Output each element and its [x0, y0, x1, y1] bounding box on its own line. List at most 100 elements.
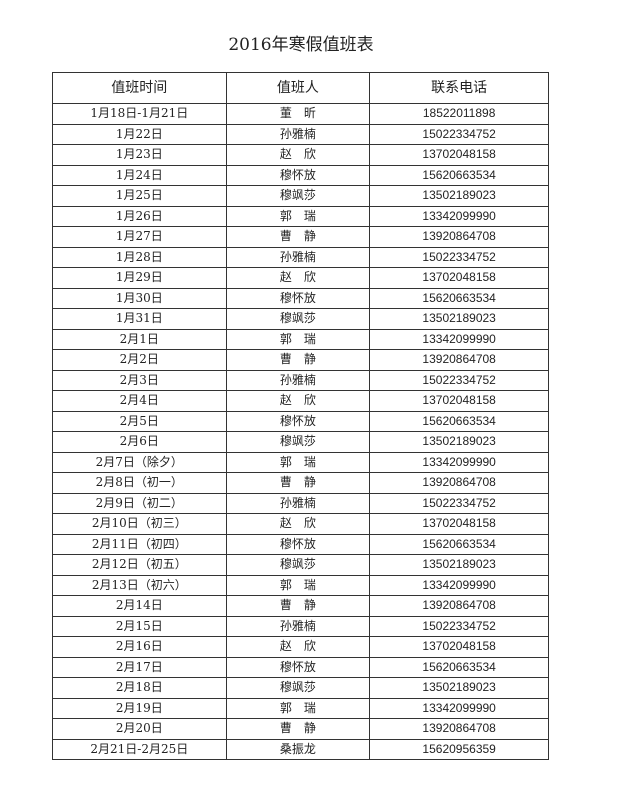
phone-cell: 13702048158: [369, 513, 549, 535]
table-row: 2月21日-2月25日 桑振龙 15620956359: [52, 738, 549, 760]
duty-date-cell: 1月25日: [52, 185, 227, 207]
duty-date-cell: 2月1日: [52, 328, 227, 350]
phone-cell: 15022334752: [369, 615, 549, 637]
phone-cell: 13502189023: [369, 185, 549, 207]
duty-date-cell: 2月2日: [52, 349, 227, 371]
table-row: 2月1日郭 瑞 13342099990: [52, 328, 549, 350]
table-row: 2月6日 穆飒莎 13502189023: [52, 431, 549, 453]
phone-cell: 15620663534: [369, 533, 549, 555]
duty-date-cell: 2月21日-2月25日: [52, 738, 227, 760]
duty-date-cell: 2月3日: [52, 369, 227, 391]
duty-person-cell: 郭 瑞: [225, 328, 371, 350]
table-row: 1月31日 穆飒莎 13502189023: [52, 308, 549, 330]
page-title: 2016年寒假值班表: [228, 35, 374, 55]
duty-person-cell: 赵 欣: [225, 144, 371, 166]
phone-cell: 15620663534: [369, 656, 549, 678]
duty-date-cell: 1月26日: [52, 205, 227, 227]
table-row: 1月23日赵 欣 13702048158: [52, 144, 549, 166]
phone-cell: 15022334752: [369, 369, 549, 391]
duty-date-cell: 2月10日（初三）: [52, 513, 227, 535]
table-row: 2月14日曹 静 13920864708: [52, 595, 549, 617]
duty-person-cell: 曹 静: [225, 226, 371, 248]
duty-person-cell: 孙雅楠: [225, 246, 371, 268]
duty-date-cell: 2月7日（除夕）: [52, 451, 227, 473]
phone-cell: 13920864708: [369, 349, 549, 371]
duty-person-cell: 赵 欣: [225, 267, 371, 289]
table-row: 1月25日 穆飒莎 13502189023: [52, 185, 549, 207]
table-row: 2月3日 孙雅楠 15022334752: [52, 369, 549, 391]
header-duty-time: 值班时间: [52, 72, 227, 104]
phone-cell: 13702048158: [369, 267, 549, 289]
phone-cell: 13702048158: [369, 636, 549, 658]
duty-date-cell: 2月6日: [52, 431, 227, 453]
phone-cell: 15620663534: [369, 164, 549, 186]
duty-date-cell: 1月22日: [52, 123, 227, 145]
table-row: 1月24日 穆怀放 15620663534: [52, 164, 549, 186]
phone-cell: 13502189023: [369, 554, 549, 576]
header-duty-person: 值班人: [225, 72, 371, 104]
phone-cell: 13920864708: [369, 472, 549, 494]
table-row: 1月26日郭 瑞 13342099990: [52, 205, 549, 227]
table-row: 2月16日赵 欣 13702048158: [52, 636, 549, 658]
phone-cell: 18522011898: [369, 103, 549, 125]
duty-person-cell: 曹 静: [225, 349, 371, 371]
duty-person-cell: 桑振龙: [225, 738, 371, 760]
duty-date-cell: 1月28日: [52, 246, 227, 268]
phone-cell: 13342099990: [369, 697, 549, 719]
phone-cell: 15620663534: [369, 287, 549, 309]
phone-cell: 13342099990: [369, 328, 549, 350]
duty-person-cell: 郭 瑞: [225, 451, 371, 473]
phone-cell: 13702048158: [369, 390, 549, 412]
duty-person-cell: 郭 瑞: [225, 697, 371, 719]
duty-person-cell: 穆怀放: [225, 164, 371, 186]
phone-cell: 13502189023: [369, 431, 549, 453]
phone-cell: 13342099990: [369, 451, 549, 473]
duty-person-cell: 郭 瑞: [225, 574, 371, 596]
phone-cell: 13502189023: [369, 308, 549, 330]
table-row: 2月19日郭 瑞 13342099990: [52, 697, 549, 719]
phone-cell: 15022334752: [369, 123, 549, 145]
duty-date-cell: 1月29日: [52, 267, 227, 289]
duty-person-cell: 穆飒莎: [225, 677, 371, 699]
duty-date-cell: 1月24日: [52, 164, 227, 186]
table-row: 2月5日 穆怀放 15620663534: [52, 410, 549, 432]
duty-person-cell: 赵 欣: [225, 513, 371, 535]
duty-person-cell: 郭 瑞: [225, 205, 371, 227]
phone-cell: 13702048158: [369, 144, 549, 166]
duty-date-cell: 2月13日（初六）: [52, 574, 227, 596]
duty-person-cell: 赵 欣: [225, 390, 371, 412]
duty-date-cell: 1月31日: [52, 308, 227, 330]
table-row: 2月10日（初三）赵 欣 13702048158: [52, 513, 549, 535]
phone-cell: 15022334752: [369, 492, 549, 514]
table-row: 2月4日赵 欣 13702048158: [52, 390, 549, 412]
duty-date-cell: 2月18日: [52, 677, 227, 699]
duty-person-cell: 穆飒莎: [225, 308, 371, 330]
duty-person-cell: 穆飒莎: [225, 554, 371, 576]
duty-date-cell: 2月5日: [52, 410, 227, 432]
duty-person-cell: 穆怀放: [225, 287, 371, 309]
table-row: 1月29日赵 欣 13702048158: [52, 267, 549, 289]
duty-person-cell: 曹 静: [225, 472, 371, 494]
table-row: 2月15日 孙雅楠 15022334752: [52, 615, 549, 637]
duty-person-cell: 曹 静: [225, 595, 371, 617]
duty-person-cell: 穆怀放: [225, 656, 371, 678]
duty-person-cell: 孙雅楠: [225, 369, 371, 391]
duty-person-cell: 孙雅楠: [225, 615, 371, 637]
duty-person-cell: 穆飒莎: [225, 185, 371, 207]
duty-date-cell: 2月17日: [52, 656, 227, 678]
table-row: 2月8日（初一）曹 静 13920864708: [52, 472, 549, 494]
duty-person-cell: 曹 静: [225, 718, 371, 740]
phone-cell: 15620663534: [369, 410, 549, 432]
table-row: 1月30日 穆怀放 15620663534: [52, 287, 549, 309]
table-row: 2月12日（初五） 穆飒莎 13502189023: [52, 554, 549, 576]
duty-date-cell: 2月19日: [52, 697, 227, 719]
duty-date-cell: 1月30日: [52, 287, 227, 309]
duty-date-cell: 2月9日（初二）: [52, 492, 227, 514]
duty-person-cell: 孙雅楠: [225, 492, 371, 514]
phone-cell: 13342099990: [369, 574, 549, 596]
phone-cell: 13502189023: [369, 677, 549, 699]
duty-date-cell: 2月15日: [52, 615, 227, 637]
phone-cell: 13342099990: [369, 205, 549, 227]
duty-date-cell: 2月14日: [52, 595, 227, 617]
duty-date-cell: 1月23日: [52, 144, 227, 166]
